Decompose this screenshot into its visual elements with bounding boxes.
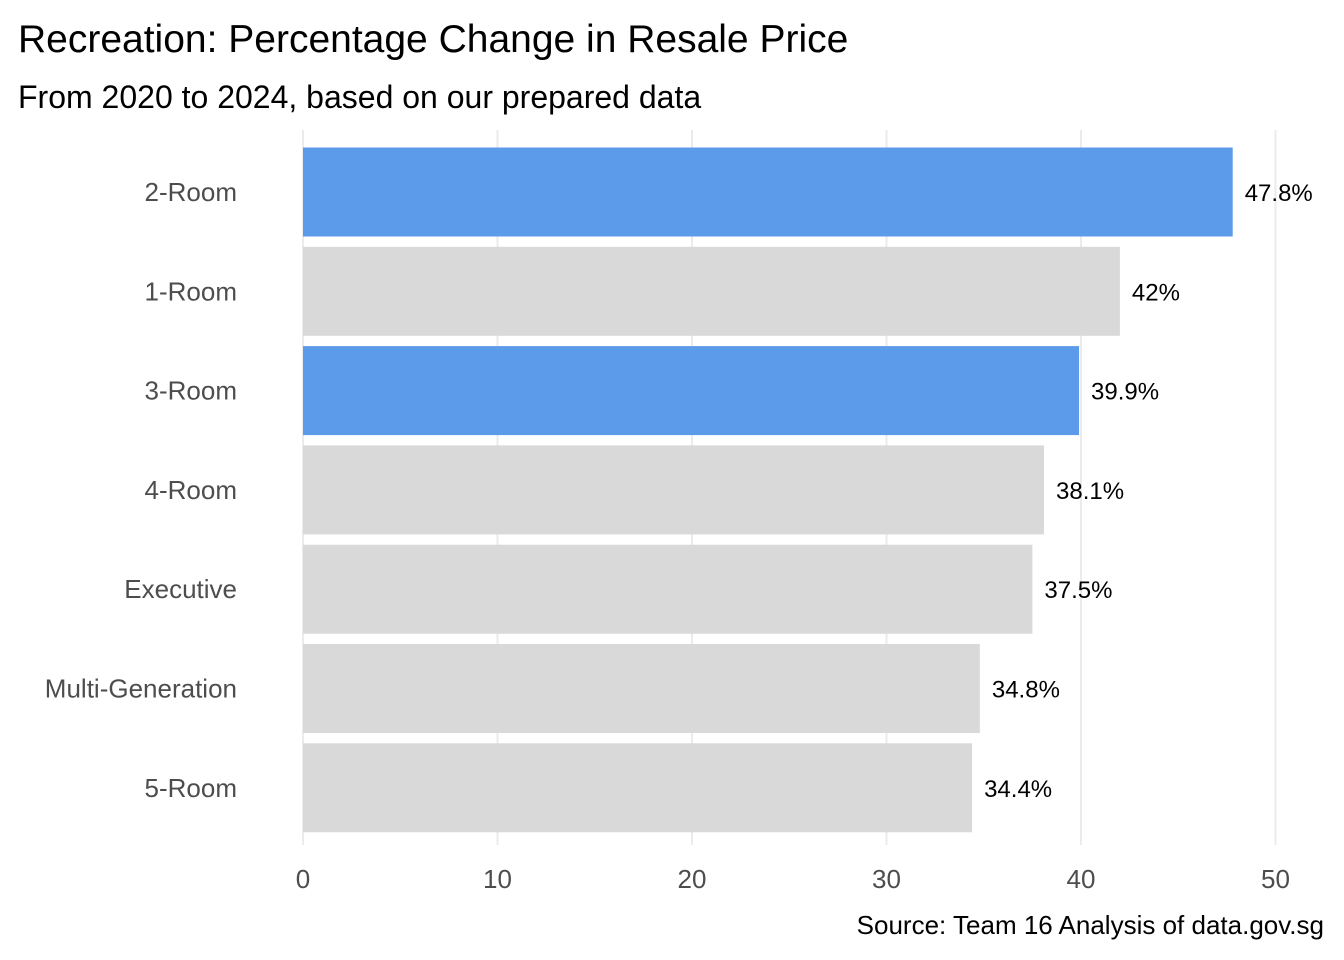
chart-caption: Source: Team 16 Analysis of data.gov.sg bbox=[857, 910, 1324, 940]
category-label-4-room: 4-Room bbox=[145, 475, 237, 505]
category-label-1-room: 1-Room bbox=[145, 276, 237, 306]
x-tick-label-40: 40 bbox=[1067, 864, 1096, 894]
category-label-5-room: 5-Room bbox=[145, 773, 237, 803]
x-tick-label-50: 50 bbox=[1261, 864, 1290, 894]
category-labels: 2-Room 1-Room 3-Room 4-Room Executive Multi-G… bbox=[45, 177, 237, 803]
bar-4-room bbox=[303, 445, 1045, 535]
value-label-multi-generation: 34.8% bbox=[992, 677, 1060, 704]
value-label-2-room: 47.8% bbox=[1245, 180, 1313, 207]
x-axis-ticks: 0 10 20 30 40 50 bbox=[296, 864, 1290, 894]
category-label-2-room: 2-Room bbox=[145, 177, 237, 207]
category-label-multi-generation: Multi-Generation bbox=[45, 674, 237, 704]
bar-multi-generation bbox=[303, 644, 980, 733]
x-tick-label-10: 10 bbox=[483, 864, 512, 894]
value-label-5-room: 34.4% bbox=[984, 776, 1052, 803]
value-label-3-room: 39.9% bbox=[1091, 379, 1159, 406]
bars bbox=[303, 147, 1233, 833]
bar-2-room bbox=[303, 147, 1233, 237]
x-tick-label-20: 20 bbox=[678, 864, 707, 894]
bar-executive bbox=[303, 544, 1033, 634]
chart-title: Recreation: Percentage Change in Resale … bbox=[18, 18, 848, 61]
value-label-executive: 37.5% bbox=[1044, 577, 1112, 604]
value-label-4-room: 38.1% bbox=[1056, 478, 1124, 505]
value-label-1-room: 42% bbox=[1132, 279, 1180, 306]
category-label-3-room: 3-Room bbox=[145, 376, 237, 406]
category-label-executive: Executive bbox=[124, 574, 237, 604]
bar-1-room bbox=[303, 246, 1120, 336]
value-labels: 47.8% 42% 39.9% 38.1% 37.5% 34.8% 34.4% bbox=[984, 180, 1313, 803]
chart-subtitle: From 2020 to 2024, based on our prepared… bbox=[18, 79, 701, 115]
bar-5-room bbox=[303, 743, 973, 833]
x-tick-label-0: 0 bbox=[296, 864, 310, 894]
x-tick-label-30: 30 bbox=[872, 864, 901, 894]
bar-3-room bbox=[303, 346, 1080, 436]
